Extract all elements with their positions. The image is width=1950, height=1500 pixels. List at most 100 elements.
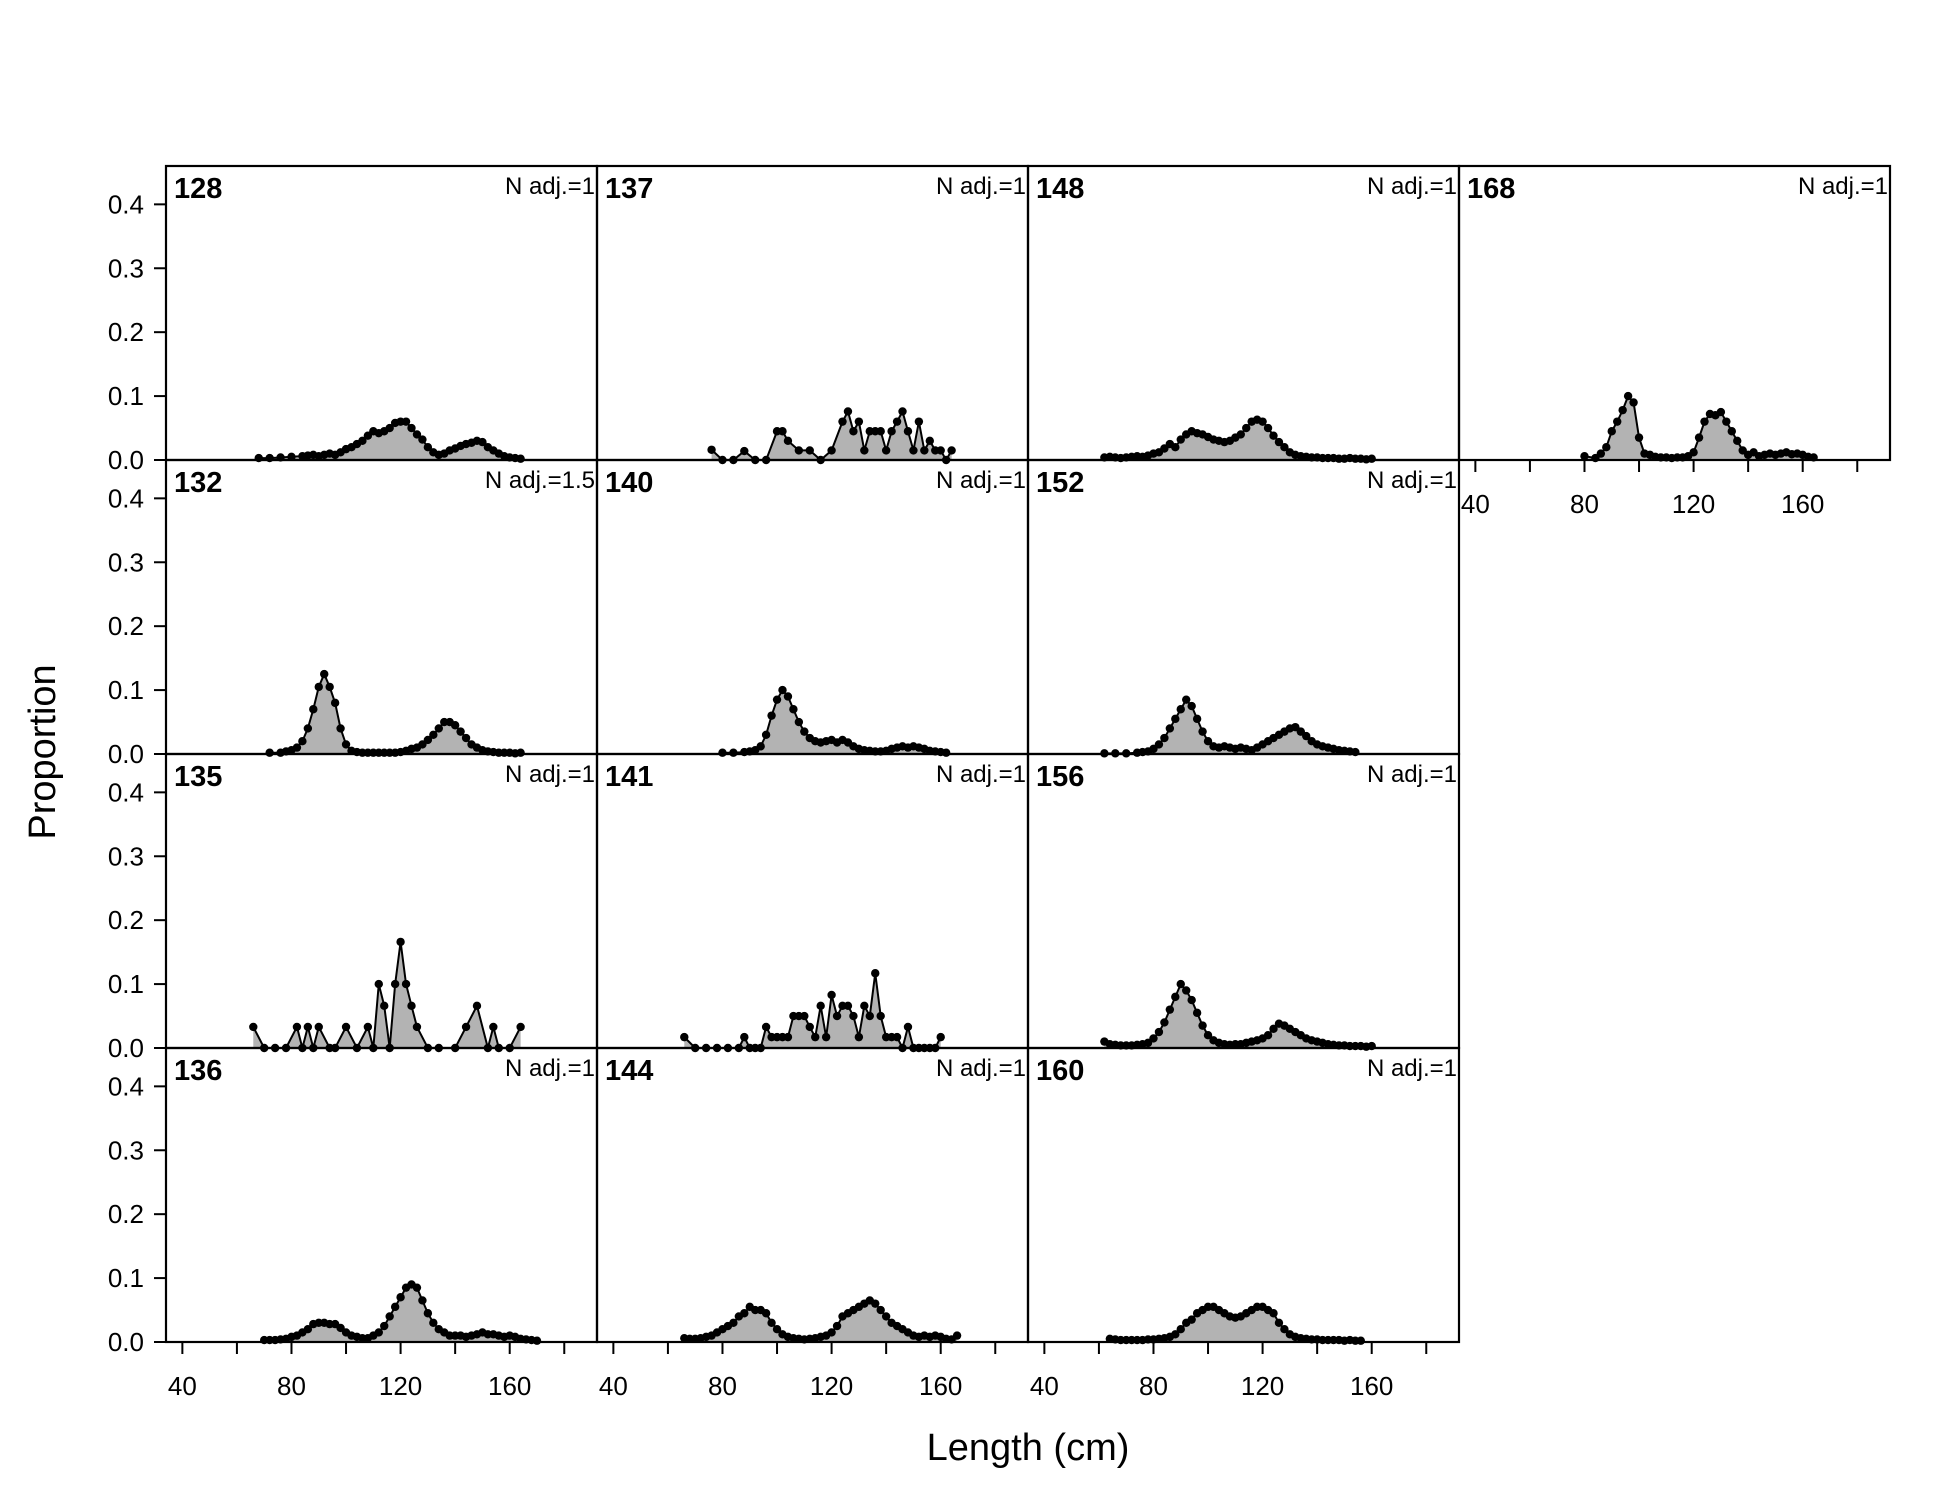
point [1171, 714, 1180, 724]
y-tick-label: 0.4 [108, 189, 144, 219]
point [516, 1022, 525, 1032]
point [865, 1011, 874, 1021]
point [303, 724, 313, 733]
point [827, 446, 836, 455]
point [1149, 1034, 1158, 1043]
point [740, 446, 749, 456]
point [1613, 417, 1622, 426]
point [1722, 417, 1731, 426]
point [1176, 435, 1185, 444]
panel-137: 137 N adj.=1 [595, 164, 1030, 465]
point [358, 436, 367, 446]
point [1269, 431, 1278, 440]
point [925, 436, 934, 446]
panel-frame [595, 164, 1030, 462]
point [396, 937, 405, 947]
n-adj-label: N adj.=1 [936, 467, 1026, 494]
point [1258, 417, 1267, 426]
point [456, 727, 465, 736]
point [794, 446, 804, 455]
panel-128: 128 N adj.=1 0.0 0.1 0.2 0.3 0.4 [108, 164, 599, 475]
point [434, 724, 443, 733]
point [429, 1318, 438, 1328]
point [729, 748, 738, 757]
n-adj-label: N adj.=1 [936, 173, 1026, 200]
point [881, 1312, 891, 1321]
y-tick-label: 0.0 [108, 445, 144, 475]
point [740, 1032, 749, 1042]
point [876, 1305, 885, 1315]
point [314, 682, 323, 692]
panel-title: 137 [605, 173, 653, 205]
point [887, 427, 896, 436]
y-tick-label: 0.1 [108, 675, 144, 705]
panel-frame [1026, 752, 1461, 1050]
point [876, 1011, 885, 1021]
panel-frame [164, 458, 599, 756]
point [805, 1022, 814, 1032]
point [374, 979, 383, 989]
point [903, 1022, 913, 1032]
area-141 [684, 973, 941, 1048]
point [396, 1293, 405, 1302]
point [1269, 1024, 1278, 1034]
point [876, 427, 885, 436]
x-tick-label: 40 [599, 1371, 628, 1401]
panel-title: 132 [174, 467, 222, 499]
point [1154, 740, 1164, 749]
x-tick-label: 160 [919, 1371, 962, 1401]
panel-141: 141 N adj.=1 [595, 752, 1030, 1053]
panel-title: 152 [1036, 467, 1084, 499]
point [320, 669, 329, 679]
point [1727, 427, 1736, 436]
panel-title: 128 [174, 173, 222, 205]
panel-148: 148 N adj.=1 [1026, 164, 1461, 464]
point [478, 437, 487, 447]
point [1187, 995, 1196, 1005]
y-tick-label: 0.1 [108, 969, 144, 999]
point [783, 436, 793, 446]
y-tick-label: 0.1 [108, 381, 144, 411]
point [832, 1321, 842, 1331]
point [363, 1022, 373, 1032]
area-168 [1584, 396, 1814, 460]
point [821, 1032, 831, 1042]
point [761, 1309, 771, 1318]
point [1198, 727, 1207, 736]
point [1182, 695, 1191, 704]
point [1263, 423, 1273, 433]
point [303, 1325, 313, 1334]
point [1187, 1315, 1196, 1324]
point [336, 724, 345, 733]
point [707, 445, 716, 454]
point [1596, 449, 1606, 458]
area-156 [1104, 984, 1372, 1048]
x-tick-label: 80 [1139, 1371, 1168, 1401]
y-tick-label: 0.2 [108, 1199, 144, 1229]
point [729, 1318, 738, 1328]
point [947, 446, 956, 455]
point [390, 979, 400, 989]
panel-title: 140 [605, 467, 653, 499]
point [1689, 448, 1698, 457]
point [805, 446, 814, 455]
n-adj-label: N adj.=1 [1798, 173, 1888, 200]
point [920, 446, 929, 455]
panel-frame [164, 1046, 599, 1344]
x-tick-label: 40 [168, 1371, 197, 1401]
point [756, 742, 765, 751]
point [401, 979, 411, 989]
point [903, 427, 913, 436]
point [800, 727, 809, 736]
point [772, 1325, 782, 1334]
panel-title: 135 [174, 761, 222, 793]
point [1160, 733, 1169, 743]
point [740, 1309, 749, 1318]
x-tick-label: 160 [1781, 489, 1824, 519]
point [718, 748, 727, 757]
point [472, 1001, 482, 1011]
point [1607, 427, 1616, 436]
point [794, 717, 804, 727]
point [325, 682, 334, 692]
n-adj-label: N adj.=1 [505, 1055, 595, 1082]
